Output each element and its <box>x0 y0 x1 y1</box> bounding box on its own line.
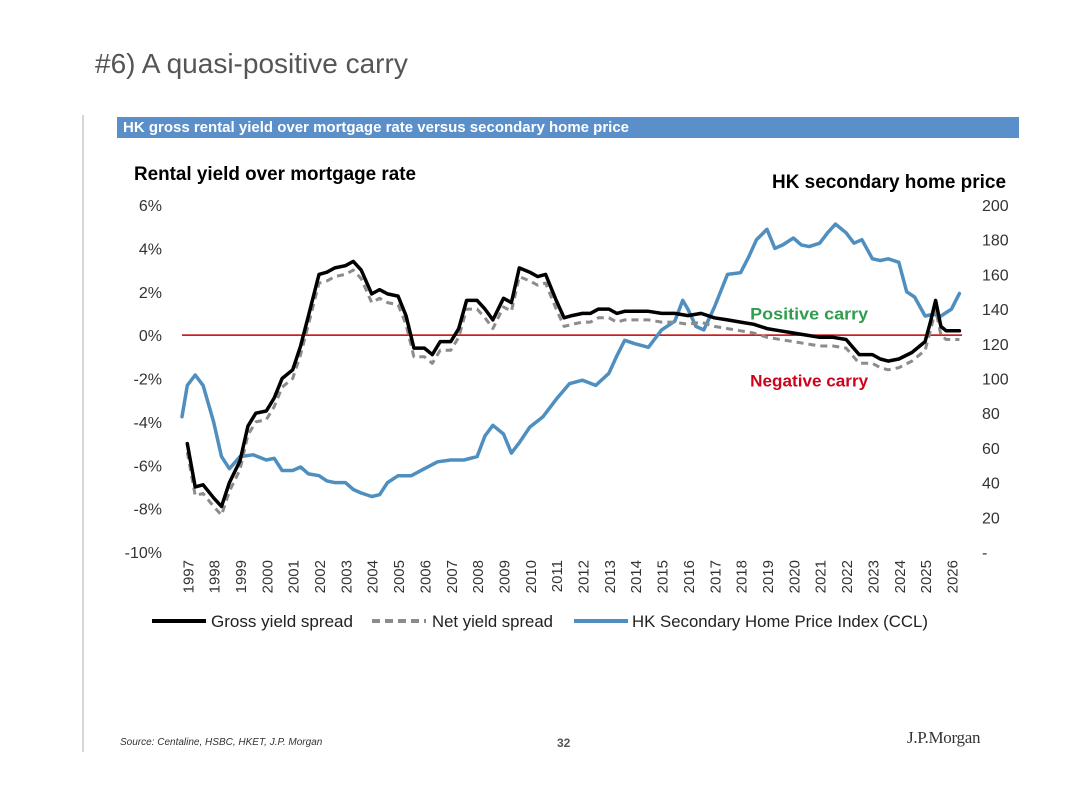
positive-carry-annotation: Positive carry <box>750 304 869 323</box>
left-tick-label: -8% <box>134 502 162 519</box>
left-tick-label: -6% <box>134 458 162 475</box>
right-tick-label: 80 <box>982 406 1000 423</box>
x-tick-label: 2013 <box>602 560 619 593</box>
x-tick-label: 2016 <box>681 560 698 593</box>
x-tick-label: 2008 <box>470 560 487 593</box>
right-tick-label: 60 <box>982 441 1000 458</box>
jpmorgan-logo: J.P.Morgan <box>907 728 981 747</box>
right-tick-label: 20 <box>982 510 1000 527</box>
footer-source: Source: Centaline, HSBC, HKET, J.P. Morg… <box>120 737 323 748</box>
left-tick-label: 6% <box>139 198 162 215</box>
x-tick-label: 2000 <box>259 560 276 593</box>
left-tick-label: 0% <box>139 328 162 345</box>
x-tick-label: 2021 <box>813 560 830 593</box>
x-tick-label: 2001 <box>286 560 303 593</box>
net-yield-line <box>185 268 960 517</box>
chart-legend: Gross yield spread Net yield spread HK Sec… <box>152 612 928 631</box>
right-tick-label: 120 <box>982 337 1009 354</box>
x-tick-label: 1997 <box>180 560 197 593</box>
x-tick-label: 2010 <box>523 560 540 593</box>
legend-label: HK Secondary Home Price Index (CCL) <box>632 612 928 631</box>
chart-title-banner: HK gross rental yield over mortgage rate… <box>117 117 1019 138</box>
left-tick-label: 4% <box>139 241 162 258</box>
left-tick-label: -2% <box>134 372 162 389</box>
legend-label: Net yield spread <box>432 612 553 631</box>
x-tick-label: 2005 <box>391 560 408 593</box>
chart-annotations: Positive carry Negative carry <box>750 304 869 390</box>
slide-title: #6) A quasi-positive carry <box>95 48 408 79</box>
gross-yield-line <box>185 259 962 509</box>
x-tick-label: 2020 <box>786 560 803 593</box>
x-tick-label: 2012 <box>576 560 593 593</box>
x-tick-label: 1999 <box>233 560 250 593</box>
right-tick-label: 100 <box>982 372 1009 389</box>
chart-axes: Rental yield over mortgage rate HK second… <box>125 164 1009 593</box>
right-axis-title: HK secondary home price <box>772 172 1006 193</box>
ccl-index-line <box>180 222 962 499</box>
x-tick-label: 2025 <box>918 560 935 593</box>
left-divider <box>82 115 84 752</box>
x-tick-label: 2017 <box>707 560 724 593</box>
x-tick-label: 2024 <box>892 560 909 593</box>
page-number: 32 <box>557 736 571 750</box>
right-tick-label: 180 <box>982 233 1009 250</box>
x-tick-label: 2014 <box>628 560 645 593</box>
right-tick-label: 40 <box>982 476 1000 493</box>
x-tick-label: 2007 <box>444 560 461 593</box>
x-tick-label: 2015 <box>655 560 672 593</box>
x-tick-label: 2011 <box>549 560 566 592</box>
left-tick-label: -4% <box>134 415 162 432</box>
legend-label: Gross yield spread <box>211 612 353 631</box>
x-tick-label: 2004 <box>365 560 382 593</box>
x-tick-label: 2022 <box>839 560 856 593</box>
x-tick-label: 1998 <box>207 560 224 593</box>
x-tick-label: 2003 <box>338 560 355 593</box>
right-tick-label: 140 <box>982 302 1009 319</box>
x-tick-label: 2006 <box>417 560 434 593</box>
x-tick-label: 2002 <box>312 560 329 593</box>
right-tick-label: 160 <box>982 267 1009 284</box>
left-axis-title: Rental yield over mortgage rate <box>134 164 416 185</box>
x-tick-label: 2018 <box>734 560 751 593</box>
x-tick-label: 2026 <box>944 560 961 593</box>
left-tick-label: -10% <box>125 545 162 562</box>
x-tick-label: 2009 <box>496 560 513 593</box>
right-tick-label: 200 <box>982 198 1009 215</box>
left-tick-label: 2% <box>139 285 162 302</box>
x-tick-label: 2023 <box>865 560 882 593</box>
chart-series <box>180 222 962 517</box>
x-tick-label: 2019 <box>760 560 777 593</box>
negative-carry-annotation: Negative carry <box>750 372 869 391</box>
right-tick-label: - <box>982 545 987 562</box>
